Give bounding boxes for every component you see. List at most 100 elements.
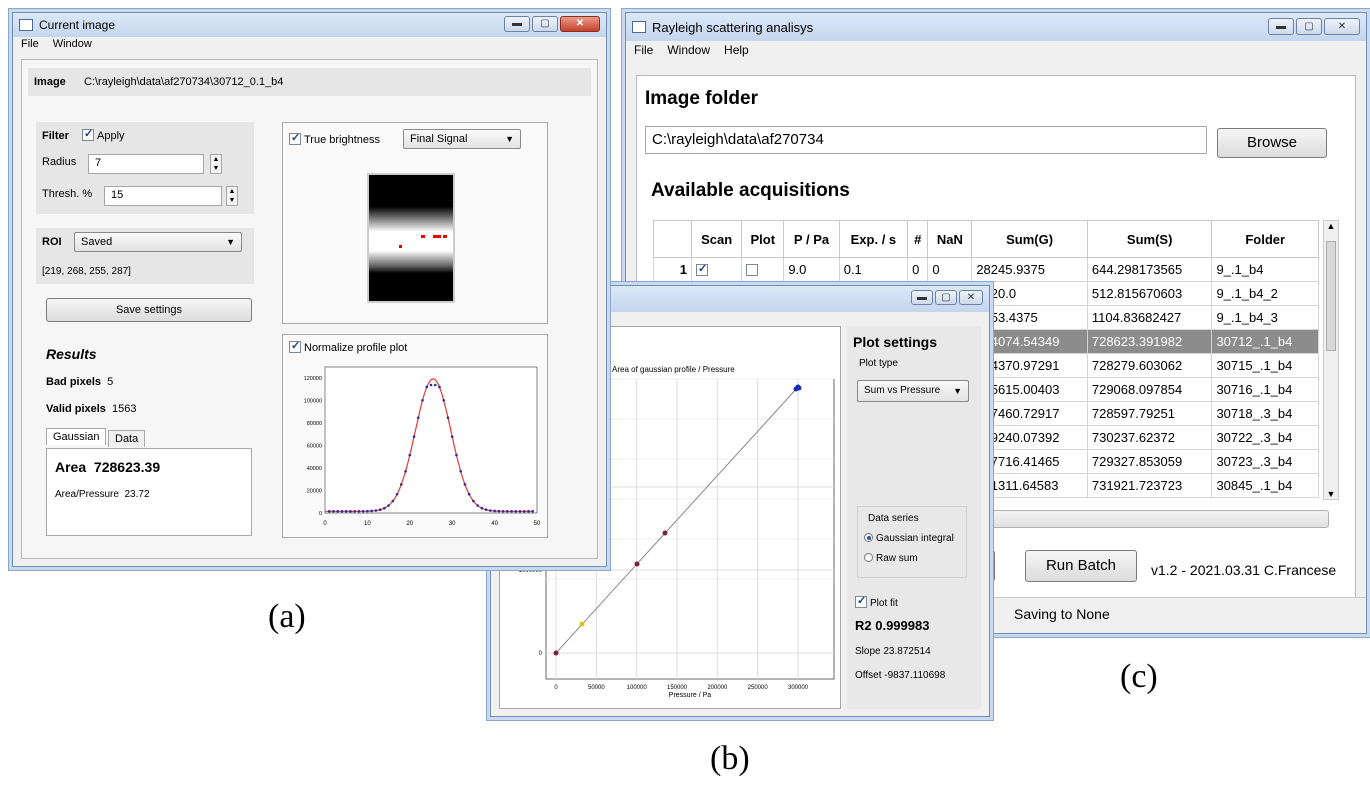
nan-cell[interactable]: 0 bbox=[928, 258, 972, 282]
chevron-down-icon: ▼ bbox=[226, 235, 235, 249]
folder-cell[interactable]: 30715_.1_b4 bbox=[1212, 354, 1319, 378]
title-bar[interactable]: Rayleigh scattering analisys ▬ ▢ ✕ bbox=[626, 13, 1366, 41]
close-button[interactable]: ✕ bbox=[1324, 18, 1360, 35]
x-tick-label: 250000 bbox=[748, 685, 769, 691]
folder-cell[interactable]: 30722_.3_b4 bbox=[1212, 426, 1319, 450]
menu-window[interactable]: Window bbox=[667, 43, 710, 59]
radius-input[interactable]: 7 bbox=[88, 154, 204, 174]
minimize-button[interactable]: ▬ bbox=[911, 290, 933, 305]
radio-gaussian-integral[interactable]: Gaussian integral bbox=[864, 533, 954, 544]
close-button[interactable]: ✕ bbox=[560, 16, 600, 32]
exposure-cell[interactable]: 0.1 bbox=[839, 258, 907, 282]
sums-cell[interactable]: 1104.83682427 bbox=[1087, 306, 1212, 330]
scroll-thumb[interactable] bbox=[1326, 241, 1336, 351]
menu-window[interactable]: Window bbox=[53, 38, 92, 53]
folder-cell[interactable]: 30723_.3_b4 bbox=[1212, 450, 1319, 474]
profile-point bbox=[404, 470, 407, 473]
true-brightness-checkbox[interactable]: True brightness bbox=[289, 133, 380, 146]
profile-point bbox=[362, 510, 365, 513]
folder-cell[interactable]: 30716_.1_b4 bbox=[1212, 378, 1319, 402]
profile-point bbox=[328, 510, 331, 513]
column-header[interactable]: Sum(G) bbox=[972, 221, 1088, 258]
sums-cell[interactable]: 512.815670603 bbox=[1087, 282, 1212, 306]
column-header[interactable]: Exp. / s bbox=[839, 221, 907, 258]
menu-bar: File Window Help bbox=[626, 41, 1366, 61]
folder-cell[interactable]: 30718_.3_b4 bbox=[1212, 402, 1319, 426]
roi-select[interactable]: Saved ▼ bbox=[74, 232, 242, 252]
scan-checkbox[interactable] bbox=[696, 264, 708, 276]
column-header[interactable]: Scan bbox=[692, 221, 742, 258]
count-cell[interactable]: 0 bbox=[908, 258, 928, 282]
folder-cell[interactable]: 9_.1_b4_2 bbox=[1212, 282, 1319, 306]
table-row[interactable]: 1 9.0 0.1 0 0 28245.9375 644.298173565 9… bbox=[654, 258, 1319, 282]
pressure-cell[interactable]: 9.0 bbox=[784, 258, 839, 282]
folder-cell[interactable]: 30712_.1_b4 bbox=[1212, 330, 1319, 354]
minimize-button[interactable]: ▬ bbox=[504, 16, 530, 32]
profile-point bbox=[531, 510, 534, 513]
folder-cell[interactable]: 30845_.1_b4 bbox=[1212, 474, 1319, 498]
plot-type-select[interactable]: Sum vs Pressure ▼ bbox=[857, 380, 969, 402]
column-header[interactable]: # bbox=[908, 221, 928, 258]
title-bar[interactable]: Current image ▬ ▢ ✕ bbox=[13, 13, 606, 37]
folder-cell[interactable]: 9_.1_b4 bbox=[1212, 258, 1319, 282]
normalize-checkbox[interactable]: Normalize profile plot bbox=[289, 341, 407, 354]
minimize-button[interactable]: ▬ bbox=[1268, 18, 1294, 35]
chevron-down-icon: ▼ bbox=[953, 383, 962, 399]
menu-file[interactable]: File bbox=[634, 43, 653, 59]
main-panel: Image C:\rayleigh\data\af270734\30712_0.… bbox=[21, 59, 598, 559]
run-batch-button[interactable]: Run Batch bbox=[1025, 550, 1137, 582]
plot-cell[interactable] bbox=[742, 258, 784, 282]
save-settings-button[interactable]: Save settings bbox=[46, 298, 252, 322]
data-point bbox=[663, 531, 668, 536]
tab-gaussian[interactable]: Gaussian bbox=[46, 428, 106, 445]
app-icon bbox=[19, 19, 33, 31]
plot-fit-checkbox[interactable]: Plot fit bbox=[855, 596, 898, 609]
scroll-down-arrow[interactable]: ▼ bbox=[1324, 489, 1338, 499]
thresh-spinner[interactable]: ▲ ▼ bbox=[226, 186, 238, 206]
sums-cell[interactable]: 731921.723723 bbox=[1087, 474, 1212, 498]
menu-file[interactable]: File bbox=[21, 38, 39, 53]
maximize-button[interactable]: ▢ bbox=[1296, 18, 1322, 35]
column-header[interactable]: NaN bbox=[928, 221, 972, 258]
plot-checkbox[interactable] bbox=[746, 264, 758, 276]
profile-point bbox=[349, 510, 352, 513]
tab-data[interactable]: Data bbox=[108, 430, 145, 447]
radio-raw-sum[interactable]: Raw sum bbox=[864, 553, 918, 564]
profile-point bbox=[358, 510, 361, 513]
folder-cell[interactable]: 9_.1_b4_3 bbox=[1212, 306, 1319, 330]
sums-cell[interactable]: 728597.79251 bbox=[1087, 402, 1212, 426]
sumg-cell[interactable]: 28245.9375 bbox=[972, 258, 1088, 282]
maximize-button[interactable]: ▢ bbox=[532, 16, 558, 32]
profile-plot-panel: Normalize profile plot 01020304050020000… bbox=[282, 334, 548, 538]
thresh-input[interactable]: 15 bbox=[104, 186, 222, 206]
column-header[interactable]: P / Pa bbox=[784, 221, 839, 258]
sums-cell[interactable]: 729068.097854 bbox=[1087, 378, 1212, 402]
roi-marker bbox=[443, 235, 447, 238]
sums-cell[interactable]: 728623.391982 bbox=[1087, 330, 1212, 354]
scroll-up-arrow[interactable]: ▲ bbox=[1324, 221, 1338, 231]
browse-button[interactable]: Browse bbox=[1217, 128, 1327, 158]
sums-cell[interactable]: 729327.853059 bbox=[1087, 450, 1212, 474]
profile-point bbox=[417, 416, 420, 419]
y-tick-label: 0 bbox=[539, 651, 543, 657]
caption-b: (b) bbox=[710, 740, 750, 778]
menu-help[interactable]: Help bbox=[724, 43, 749, 59]
signal-select[interactable]: Final Signal ▼ bbox=[403, 129, 521, 149]
sums-cell[interactable]: 644.298173565 bbox=[1087, 258, 1212, 282]
camera-image bbox=[367, 173, 455, 303]
y-tick-label: 60000 bbox=[307, 444, 322, 450]
folder-path-input[interactable]: C:\rayleigh\data\af270734 bbox=[645, 126, 1207, 154]
radius-spinner[interactable]: ▲ ▼ bbox=[210, 154, 222, 174]
close-button[interactable]: ✕ bbox=[959, 290, 983, 305]
table-scrollbar[interactable]: ▲ ▼ bbox=[1323, 220, 1339, 500]
scan-cell[interactable] bbox=[692, 258, 742, 282]
column-header[interactable]: Folder bbox=[1212, 221, 1319, 258]
maximize-button[interactable]: ▢ bbox=[935, 290, 957, 305]
sums-cell[interactable]: 728279.603062 bbox=[1087, 354, 1212, 378]
column-header[interactable]: Plot bbox=[742, 221, 784, 258]
apply-checkbox[interactable]: Apply bbox=[82, 129, 125, 142]
column-header[interactable]: Sum(S) bbox=[1087, 221, 1212, 258]
area-label: Area bbox=[55, 459, 86, 475]
sums-cell[interactable]: 730237.62372 bbox=[1087, 426, 1212, 450]
x-tick-label: 200000 bbox=[707, 685, 728, 691]
